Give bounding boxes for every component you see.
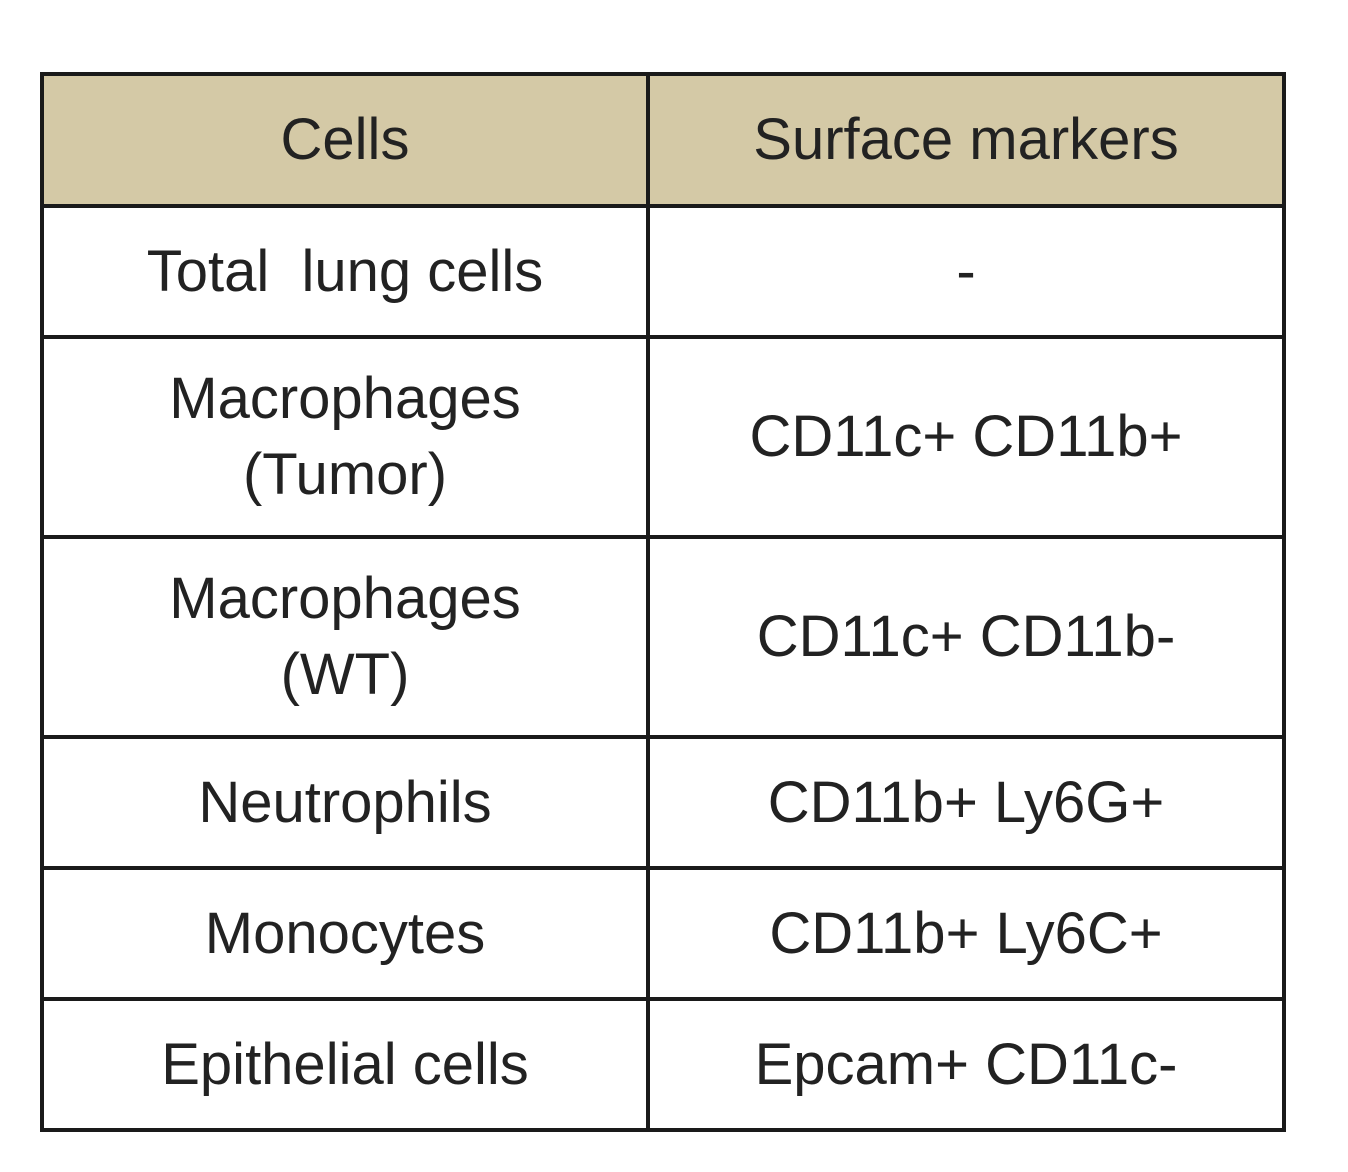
table-row: Macrophages (Tumor) CD11c+ CD11b+ xyxy=(40,335,1286,539)
surface-marker: CD11b+ Ly6C+ xyxy=(646,866,1286,1001)
table-row: Epithelial cells Epcam+ CD11c- xyxy=(40,997,1286,1132)
cell-name-line: Macrophages xyxy=(169,566,521,631)
header-row: Cells Surface markers xyxy=(40,72,1286,208)
surface-marker: CD11b+ Ly6G+ xyxy=(646,735,1286,870)
header-surface-markers: Surface markers xyxy=(646,72,1286,208)
cell-name: Macrophages (Tumor) xyxy=(40,335,650,539)
cell-name-line: (Tumor) xyxy=(242,442,448,507)
cell-marker-table: Cells Surface markers Total lung cells -… xyxy=(40,72,1286,1132)
table-row: Macrophages (WT) CD11c+ CD11b- xyxy=(40,535,1286,739)
table-row: Neutrophils CD11b+ Ly6G+ xyxy=(40,735,1286,870)
cell-name-line: (WT) xyxy=(280,642,410,707)
table-body: Total lung cells - Macrophages (Tumor) C… xyxy=(40,204,1286,1132)
table-row: Total lung cells - xyxy=(40,204,1286,339)
cell-name-line: Macrophages xyxy=(169,366,521,431)
cell-name: Macrophages (WT) xyxy=(40,535,650,739)
cell-name: Neutrophils xyxy=(40,735,650,870)
cell-name: Total lung cells xyxy=(40,204,650,339)
surface-marker: CD11c+ CD11b- xyxy=(646,535,1286,739)
table-header: Cells Surface markers xyxy=(40,72,1286,208)
surface-marker: CD11c+ CD11b+ xyxy=(646,335,1286,539)
cell-name: Monocytes xyxy=(40,866,650,1001)
surface-marker: Epcam+ CD11c- xyxy=(646,997,1286,1132)
surface-marker: - xyxy=(646,204,1286,339)
table-row: Monocytes CD11b+ Ly6C+ xyxy=(40,866,1286,1001)
header-cells: Cells xyxy=(40,72,650,208)
cell-name: Epithelial cells xyxy=(40,997,650,1132)
